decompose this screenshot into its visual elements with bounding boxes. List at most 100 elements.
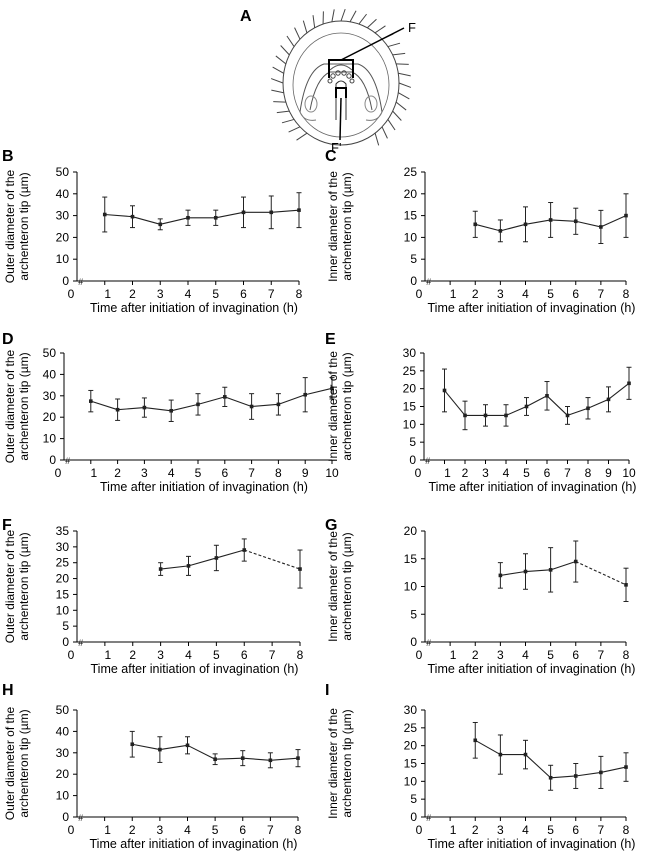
series-segment <box>600 215 627 228</box>
y-tick-label: 10 <box>404 580 418 594</box>
data-point <box>624 765 628 769</box>
x-tick-label: 5 <box>195 466 202 480</box>
y-tick-label: 0 <box>409 453 416 467</box>
data-point <box>523 569 528 574</box>
y-tick-label: 0 <box>62 274 69 288</box>
y-tick-label: 30 <box>56 209 70 223</box>
x-tick-label: 0 <box>415 466 422 480</box>
y-tick-label: 0 <box>49 453 56 467</box>
data-point <box>185 743 190 748</box>
x-tick-label: 8 <box>623 823 630 837</box>
chart-svg: C 0 5 10 15 20 25 0 1 2 3 4 5 6 7 8 # Time after initiati… <box>325 148 635 315</box>
x-tick-label: 7 <box>564 466 571 480</box>
cilium <box>396 63 409 65</box>
x-tick-label: 4 <box>185 287 192 301</box>
chart-panel-h: H 0 10 20 30 40 50 0 1 2 3 4 5 6 7 8 # Time after initiat… <box>0 681 323 851</box>
series-segment <box>251 403 279 408</box>
x-tick-label: 1 <box>450 287 457 301</box>
y-tick-label: 10 <box>56 603 70 617</box>
data-point <box>545 394 549 398</box>
y-tick-label: 10 <box>56 789 70 803</box>
x-tick-label: 2 <box>114 466 121 480</box>
data-point <box>102 212 107 217</box>
data-point <box>548 218 553 222</box>
series-segment <box>587 398 609 409</box>
y-tick-label: 50 <box>43 346 57 360</box>
x-tick-label: 5 <box>547 823 554 837</box>
x-tick-label: 1 <box>105 648 112 662</box>
x-tick-label: 3 <box>497 823 504 837</box>
x-tick-label: 3 <box>157 648 164 662</box>
cilium <box>280 45 290 56</box>
y-tick-label: 15 <box>403 400 417 414</box>
x-tick-label: 2 <box>129 823 136 837</box>
chart-svg: D 0 10 20 30 40 50 0 1 2 3 4 5 6 7 8 9 10 # Time after init… <box>2 331 339 494</box>
x-tick-label: 9 <box>302 466 309 480</box>
series-segment <box>526 395 548 407</box>
x-tick-label: 1 <box>444 466 451 480</box>
series-segment <box>500 570 526 576</box>
cilium <box>374 133 380 146</box>
data-point <box>169 408 173 413</box>
series-segment <box>104 213 133 218</box>
chart-panel-f: F 0 5 10 15 20 25 30 35 0 1 2 3 4 5 6 7 8 # Time after init… <box>0 516 323 686</box>
y-tick-label: 15 <box>404 552 418 566</box>
x-tick-label: 2 <box>472 648 479 662</box>
data-point <box>573 774 578 778</box>
y-axis-label-line: Outer diameter of the <box>3 706 17 820</box>
chart-svg: G 0 5 10 15 20 0 1 2 3 4 5 6 7 8 # Time after initiation… <box>325 517 635 676</box>
data-point <box>276 402 281 407</box>
data-point <box>303 392 307 397</box>
x-axis-label: Time after initiation of invagination (h… <box>90 837 298 851</box>
cilium <box>340 8 346 22</box>
y-axis-label-line: archenteron tip (µm) <box>340 172 354 280</box>
x-tick-label: 3 <box>141 466 148 480</box>
x-tick-label: 8 <box>295 823 302 837</box>
x-tick-label: 2 <box>129 648 136 662</box>
x-tick-label: 4 <box>522 823 529 837</box>
data-point <box>573 559 578 564</box>
data-point <box>186 215 190 220</box>
data-point <box>498 229 503 233</box>
x-tick-label: 4 <box>168 466 175 480</box>
label-f: F <box>408 20 416 35</box>
data-point <box>504 413 508 418</box>
x-tick-label: 6 <box>572 648 579 662</box>
x-tick-label: 3 <box>497 648 504 662</box>
x-tick-label: 3 <box>497 287 504 301</box>
y-tick-label: 0 <box>410 810 417 824</box>
x-tick-label: 10 <box>325 466 339 480</box>
cilium <box>276 110 290 114</box>
y-tick-label: 20 <box>403 382 417 396</box>
x-tick-label: 8 <box>275 466 282 480</box>
f-prime-bracket <box>335 87 347 141</box>
series-segment <box>608 382 630 400</box>
x-tick-label: 5 <box>523 466 530 480</box>
cilium <box>398 82 412 88</box>
y-axis-label-line: archenteron tip (µm) <box>17 709 31 817</box>
data-point <box>524 404 529 409</box>
y-tick-label: 20 <box>56 572 70 586</box>
y-tick-label: 40 <box>56 724 70 738</box>
y-tick-label: 0 <box>410 274 417 288</box>
x-tick-label: 5 <box>212 287 219 301</box>
data-point <box>498 752 503 757</box>
data-point <box>627 381 631 386</box>
series-segment <box>160 565 189 570</box>
cilium <box>286 35 295 47</box>
y-tick-label: 0 <box>410 635 417 649</box>
data-point <box>249 404 254 409</box>
y-tick-label: 10 <box>403 417 417 431</box>
y-tick-label: 25 <box>404 721 418 735</box>
x-tick-label: 7 <box>248 466 255 480</box>
panel-letter: H <box>2 682 14 699</box>
series-segment-dashed <box>575 561 627 586</box>
series-segment <box>242 757 271 761</box>
y-tick-label: 10 <box>404 774 418 788</box>
cilium <box>366 18 377 29</box>
y-axis-label: Inner diameter of thearchenteron tip (µm… <box>326 351 354 462</box>
data-point <box>223 395 227 399</box>
data-point <box>115 407 120 412</box>
y-axis-label-line: archenteron tip (µm) <box>17 352 31 460</box>
